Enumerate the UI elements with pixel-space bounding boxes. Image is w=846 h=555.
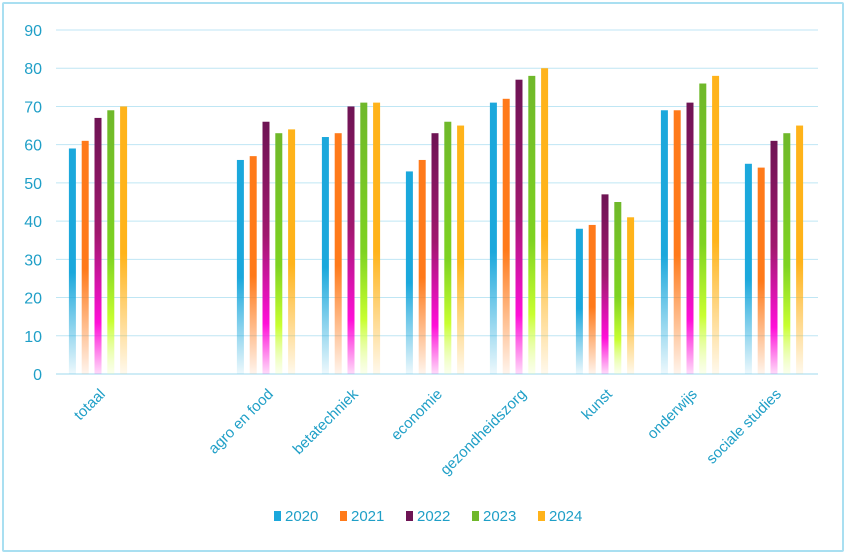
y-tick-label-0: 0	[33, 367, 42, 384]
legend-swatch-2023	[472, 511, 479, 521]
y-tick-label-80: 80	[24, 61, 42, 78]
x-tick-label-economie: economie	[388, 386, 446, 444]
bar-gezondheidszorg-2023	[528, 75, 536, 374]
y-tick-label-10: 10	[24, 329, 42, 346]
bar-onderwijs-2024	[712, 75, 720, 374]
y-tick-label-60: 60	[24, 138, 42, 155]
y-tick-label-90: 90	[24, 23, 42, 40]
bar-kunst-2024	[627, 217, 635, 374]
bar-onderwijs-2023	[699, 83, 707, 374]
bar-sociale-studies-2020	[744, 163, 752, 374]
bar-gezondheidszorg-2022	[515, 79, 523, 374]
bar-sociale-studies-2022	[770, 140, 778, 374]
y-tick-label-70: 70	[24, 99, 42, 116]
bar-betatechniek-2023	[360, 102, 368, 374]
bar-onderwijs-2020	[660, 110, 668, 375]
bar-gezondheidszorg-2024	[541, 68, 549, 374]
bar-gezondheidszorg-2021	[502, 98, 510, 375]
legend-swatch-2024	[538, 511, 545, 521]
legend: 2020 2021 2022 2023 2024	[274, 508, 582, 525]
bar-kunst-2021	[588, 224, 596, 374]
x-tick-label-totaal: totaal	[71, 386, 109, 424]
bar-betatechniek-2021	[334, 133, 342, 374]
x-tick-label-betatechniek: betatechniek	[290, 385, 363, 458]
legend-swatch-2022	[406, 511, 413, 521]
bar-kunst-2023	[614, 202, 622, 374]
bar-betatechniek-2020	[321, 137, 329, 374]
x-tick-label-kunst: kunst	[578, 385, 616, 423]
bar-sociale-studies-2024	[796, 125, 804, 374]
bar-totaal-2022	[94, 117, 102, 375]
bar-totaal-2024	[120, 106, 128, 374]
bar-onderwijs-2021	[673, 110, 681, 375]
legend-label-2023: 2023	[483, 508, 516, 525]
bar-agro-en-food-2023	[275, 133, 283, 374]
x-tick-label-sociale-studies: sociale studies	[703, 386, 785, 468]
bar-agro-en-food-2020	[236, 159, 244, 374]
legend-swatch-2021	[340, 511, 347, 521]
legend-label-2024: 2024	[549, 508, 582, 525]
legend-label-2021: 2021	[351, 508, 384, 525]
bar-agro-en-food-2022	[262, 121, 270, 374]
bar-betatechniek-2022	[347, 106, 355, 374]
y-tick-label-20: 20	[24, 291, 42, 308]
legend-label-2022: 2022	[417, 508, 450, 525]
bar-economie-2022	[431, 133, 439, 374]
bar-economie-2020	[405, 171, 413, 374]
bar-sociale-studies-2023	[783, 133, 791, 374]
x-tick-label-onderwijs: onderwijs	[644, 386, 701, 443]
bars	[68, 68, 804, 375]
bar-betatechniek-2024	[373, 102, 381, 374]
bar-economie-2024	[457, 125, 465, 374]
y-tick-label-50: 50	[24, 176, 42, 193]
bar-kunst-2020	[575, 228, 583, 374]
legend-label-2020: 2020	[285, 508, 318, 525]
y-axis-ticks: 0 10 20 30 40 50 60 70 80 90	[24, 23, 42, 384]
bar-totaal-2021	[81, 140, 89, 374]
x-tick-label-gezondheidszorg: gezondheidszorg	[437, 386, 530, 479]
y-tick-label-40: 40	[24, 214, 42, 231]
y-tick-label-30: 30	[24, 252, 42, 269]
bar-kunst-2022	[601, 194, 609, 374]
bar-economie-2023	[444, 121, 452, 374]
bar-economie-2021	[418, 159, 426, 374]
bar-agro-en-food-2021	[249, 156, 257, 374]
legend-swatch-2020	[274, 511, 281, 521]
bar-totaal-2023	[107, 110, 115, 375]
bar-sociale-studies-2021	[757, 167, 765, 374]
bar-gezondheidszorg-2020	[489, 102, 497, 374]
bar-totaal-2020	[68, 148, 76, 374]
x-axis-ticks: totaal agro en food betatechniek economiege…	[71, 385, 785, 478]
bar-agro-en-food-2024	[288, 129, 296, 374]
bar-onderwijs-2022	[686, 102, 694, 374]
x-tick-label-agro-en-food: agro en food	[205, 386, 277, 458]
